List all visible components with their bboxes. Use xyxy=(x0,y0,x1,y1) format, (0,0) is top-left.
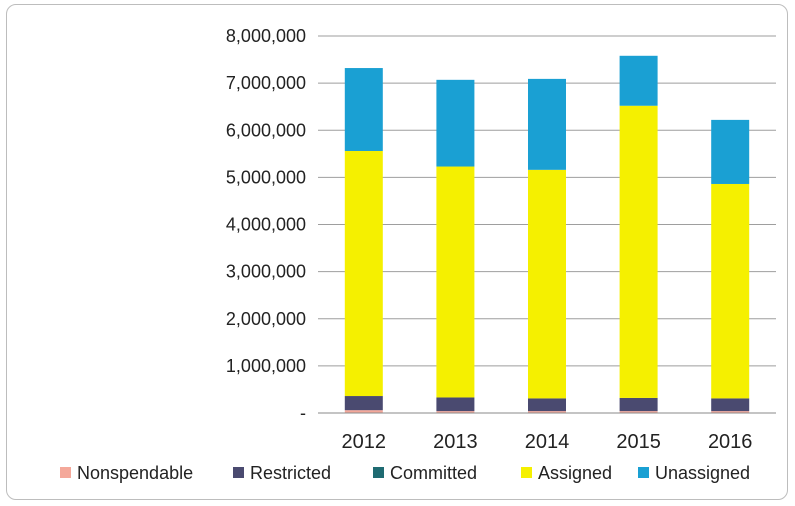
bar-segment-restricted xyxy=(619,397,658,412)
y-tick-label: 6,000,000 xyxy=(226,120,306,140)
y-tick-label: 2,000,000 xyxy=(226,309,306,329)
legend-swatch xyxy=(233,467,244,478)
bar-segment-restricted xyxy=(528,398,566,412)
bar-segment-assigned xyxy=(344,150,383,397)
y-tick-label: 5,000,000 xyxy=(226,167,306,187)
legend-label: Nonspendable xyxy=(77,463,193,483)
x-tick-label: 2016 xyxy=(708,431,753,453)
bar-segment-nonspendable xyxy=(344,410,383,413)
bar-segment-nonspendable xyxy=(528,411,566,413)
y-tick-label: 7,000,000 xyxy=(226,73,306,93)
bar-segment-unassigned xyxy=(436,79,475,167)
legend-label: Unassigned xyxy=(655,463,750,483)
x-tick-label: 2015 xyxy=(616,431,661,453)
bar-segment-nonspendable xyxy=(711,411,750,413)
legend-swatch xyxy=(373,467,384,478)
x-tick-label: 2013 xyxy=(433,431,478,453)
legend-label: Assigned xyxy=(538,463,612,483)
y-axis: - 1,000,000 2,000,000 3,000,000 4,000,000 5,0… xyxy=(226,26,306,423)
x-tick-label: 2012 xyxy=(342,431,387,453)
legend-swatch xyxy=(638,467,649,478)
bar-segment-unassigned xyxy=(711,119,750,184)
bar-segment-nonspendable xyxy=(436,411,475,413)
bar-segment-restricted xyxy=(344,396,383,411)
y-tick-label: 1,000,000 xyxy=(226,356,306,376)
legend: Nonspendable Restricted Committed Assigned U… xyxy=(60,463,750,483)
bars xyxy=(344,55,750,413)
bar-segment-assigned xyxy=(528,169,566,399)
bar-segment-restricted xyxy=(711,398,750,412)
y-tick-label: - xyxy=(300,403,306,423)
x-tick-label: 2014 xyxy=(525,431,570,453)
legend-label: Restricted xyxy=(250,463,331,483)
legend-swatch xyxy=(521,467,532,478)
y-tick-label: 3,000,000 xyxy=(226,262,306,282)
legend-swatch xyxy=(60,467,71,478)
legend-label: Committed xyxy=(390,463,477,483)
y-tick-label: 8,000,000 xyxy=(226,26,306,46)
x-axis: 2012 2013 2014 2015 2016 xyxy=(318,412,776,453)
bar-segment-assigned xyxy=(436,166,475,398)
bar-segment-assigned xyxy=(619,105,658,398)
bar-segment-unassigned xyxy=(619,55,658,106)
chart-frame xyxy=(6,4,788,500)
bar-segment-restricted xyxy=(436,397,475,412)
bar-segment-assigned xyxy=(711,183,750,399)
bar-segment-nonspendable xyxy=(619,411,658,413)
y-tick-label: 4,000,000 xyxy=(226,215,306,235)
bar-segment-unassigned xyxy=(344,68,383,151)
bar-segment-unassigned xyxy=(528,78,566,170)
